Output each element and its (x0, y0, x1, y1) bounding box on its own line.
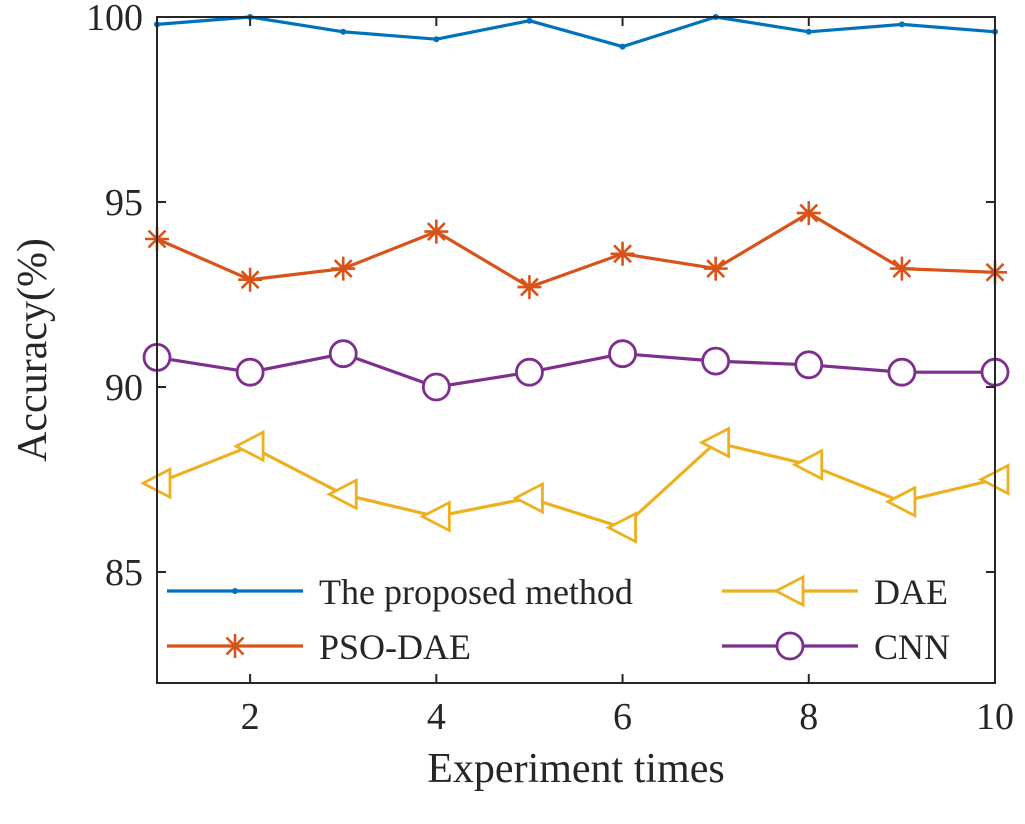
y-tick-label: 100 (86, 0, 143, 39)
series-2 (145, 201, 1007, 300)
series-line-2 (156, 211, 996, 289)
data-point-1-8 (805, 28, 812, 35)
data-point-2-3 (331, 256, 356, 281)
data-point-4-9 (887, 357, 917, 387)
legend-entry-1: The proposed method (167, 572, 633, 612)
data-point-3-3 (326, 477, 358, 511)
x-tick-label: 8 (799, 696, 818, 738)
data-point-4-3 (328, 339, 358, 369)
legend-marker (775, 631, 805, 661)
legend-label: CNN (874, 627, 950, 667)
series-line-3 (156, 440, 996, 530)
data-point-4-7 (701, 346, 731, 376)
x-tick-label: 10 (976, 696, 1014, 738)
legend-label: The proposed method (319, 572, 633, 612)
legend: The proposed method DAE PSO-DAE CNN (167, 572, 950, 667)
y-axis-title: Accuracy(%) (10, 238, 56, 462)
legend-label: PSO-DAE (319, 627, 471, 667)
legend-entry-3: PSO-DAE (167, 627, 471, 667)
data-point-3-6 (605, 511, 637, 544)
data-point-2-6 (610, 241, 635, 266)
data-point-2-8 (796, 201, 821, 226)
data-point-4-8 (794, 350, 824, 380)
axes-box (156, 16, 996, 684)
legend-marker (223, 634, 247, 658)
data-point-1-6 (619, 43, 626, 50)
data-point-1-4 (433, 36, 440, 43)
data-point-1-3 (340, 28, 347, 35)
data-point-4-5 (515, 357, 544, 387)
legend-label: DAE (874, 572, 948, 612)
data-point-2-5 (517, 275, 542, 300)
data-point-3-5 (512, 481, 544, 515)
data-point-3-9 (884, 485, 917, 519)
data-point-2-7 (703, 256, 728, 281)
series-line-1 (156, 15, 996, 49)
data-point-1-9 (898, 21, 905, 28)
data-point-3-7 (698, 426, 731, 459)
legend-entry-2: DAE (722, 572, 948, 612)
y-tick-label: 90 (105, 367, 143, 409)
data-point-3-2 (233, 429, 265, 463)
data-point-1-5 (526, 17, 533, 24)
series-line-4 (156, 352, 995, 389)
x-tick-label: 6 (613, 696, 632, 738)
data-point-4-4 (421, 372, 451, 402)
data-point-2-4 (424, 219, 449, 244)
legend-marker (772, 574, 805, 608)
legend-entry-4: CNN (722, 627, 950, 667)
data-point-2-2 (238, 267, 263, 292)
x-tick-label: 4 (427, 696, 446, 738)
x-axis-title: Experiment times (427, 746, 724, 792)
data-point-4-6 (608, 339, 637, 369)
x-tick-label: 2 (241, 696, 260, 738)
y-tick-label: 85 (105, 552, 143, 594)
axis-ticks: 2 4 6 8 10 85 90 95 100 (86, 0, 1014, 738)
data-point-3-4 (419, 500, 451, 533)
legend-marker (232, 588, 238, 594)
data-point-3-8 (791, 448, 824, 482)
series-3 (139, 426, 1010, 544)
data-point-2-9 (889, 256, 914, 281)
plot-area (139, 14, 1010, 544)
y-tick-label: 95 (105, 182, 143, 224)
data-point-4-2 (235, 357, 265, 387)
